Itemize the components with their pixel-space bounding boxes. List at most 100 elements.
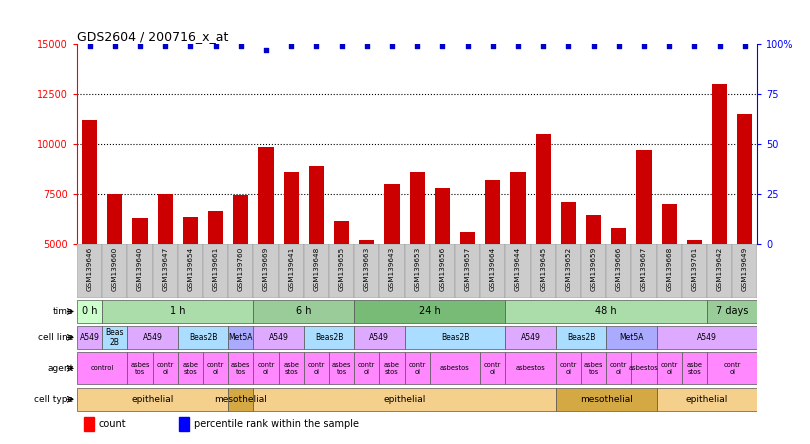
Bar bbox=[83, 417, 94, 431]
Bar bbox=[657, 326, 757, 349]
Bar bbox=[682, 244, 707, 298]
Bar bbox=[254, 244, 279, 298]
Bar bbox=[254, 353, 279, 385]
Bar bbox=[152, 353, 177, 385]
Text: asbe
stos: asbe stos bbox=[284, 362, 299, 375]
Bar bbox=[657, 388, 757, 411]
Bar bbox=[430, 353, 480, 385]
Bar bbox=[430, 244, 455, 298]
Bar bbox=[107, 194, 122, 344]
Bar bbox=[581, 244, 606, 298]
Point bbox=[184, 42, 197, 49]
Text: GSM139761: GSM139761 bbox=[692, 246, 697, 291]
Text: A549: A549 bbox=[79, 333, 100, 342]
Bar bbox=[586, 215, 601, 344]
Text: contr
ol: contr ol bbox=[723, 362, 741, 375]
Text: GSM139642: GSM139642 bbox=[717, 246, 723, 291]
Bar bbox=[177, 353, 203, 385]
Bar bbox=[404, 326, 505, 349]
Bar bbox=[404, 244, 430, 298]
Bar bbox=[556, 388, 657, 411]
Text: GSM139647: GSM139647 bbox=[162, 246, 168, 291]
Text: A549: A549 bbox=[521, 333, 540, 342]
Bar bbox=[556, 326, 606, 349]
Text: cell line: cell line bbox=[38, 333, 74, 342]
Text: Beas2B: Beas2B bbox=[567, 333, 595, 342]
Text: GSM139666: GSM139666 bbox=[616, 246, 622, 291]
Bar bbox=[631, 353, 657, 385]
Bar bbox=[531, 244, 556, 298]
Bar bbox=[183, 217, 198, 344]
Point bbox=[663, 42, 676, 49]
Bar bbox=[77, 244, 102, 298]
Text: asbestos: asbestos bbox=[629, 365, 659, 371]
Bar bbox=[707, 353, 757, 385]
Text: GSM139644: GSM139644 bbox=[515, 246, 521, 291]
Bar bbox=[228, 353, 254, 385]
Bar bbox=[687, 240, 702, 344]
Bar bbox=[712, 84, 727, 344]
Bar bbox=[233, 195, 249, 344]
Text: GSM139661: GSM139661 bbox=[212, 246, 219, 291]
Bar bbox=[158, 194, 173, 344]
Text: GSM139648: GSM139648 bbox=[313, 246, 319, 291]
Text: 48 h: 48 h bbox=[595, 306, 617, 317]
Bar bbox=[637, 150, 651, 344]
Bar bbox=[77, 353, 127, 385]
Bar bbox=[284, 172, 299, 344]
Bar bbox=[77, 300, 102, 323]
Bar bbox=[279, 244, 304, 298]
Text: contr
ol: contr ol bbox=[308, 362, 325, 375]
Bar bbox=[410, 172, 424, 344]
Bar bbox=[203, 244, 228, 298]
Bar bbox=[657, 353, 682, 385]
Text: count: count bbox=[99, 419, 126, 429]
Bar bbox=[179, 417, 190, 431]
Bar bbox=[254, 326, 304, 349]
Bar bbox=[102, 300, 254, 323]
Text: cell type: cell type bbox=[34, 395, 74, 404]
Text: contr
ol: contr ol bbox=[156, 362, 174, 375]
Point bbox=[411, 42, 424, 49]
Point bbox=[461, 42, 474, 49]
Text: 7 days: 7 days bbox=[716, 306, 748, 317]
Bar bbox=[460, 232, 475, 344]
Bar bbox=[228, 244, 254, 298]
Text: epithelial: epithelial bbox=[383, 395, 426, 404]
Bar bbox=[334, 221, 349, 344]
Text: Beas2B: Beas2B bbox=[315, 333, 343, 342]
Text: GSM139657: GSM139657 bbox=[465, 246, 471, 291]
Text: GSM139643: GSM139643 bbox=[389, 246, 395, 291]
Bar bbox=[505, 244, 531, 298]
Point bbox=[486, 42, 499, 49]
Text: A549: A549 bbox=[143, 333, 163, 342]
Text: asbes
tos: asbes tos bbox=[584, 362, 603, 375]
Bar bbox=[379, 353, 404, 385]
Text: contr
ol: contr ol bbox=[258, 362, 275, 375]
Text: contr
ol: contr ol bbox=[358, 362, 376, 375]
Text: epithelial: epithelial bbox=[686, 395, 728, 404]
Bar bbox=[304, 353, 329, 385]
Text: GSM139649: GSM139649 bbox=[742, 246, 748, 291]
Point bbox=[738, 42, 751, 49]
Text: GSM139760: GSM139760 bbox=[238, 246, 244, 291]
Bar bbox=[208, 211, 223, 344]
Bar bbox=[505, 326, 556, 349]
Bar bbox=[606, 353, 631, 385]
Bar bbox=[354, 353, 379, 385]
Text: GSM139646: GSM139646 bbox=[87, 246, 92, 291]
Text: GSM139655: GSM139655 bbox=[339, 246, 344, 291]
Bar bbox=[132, 218, 147, 344]
Text: 0 h: 0 h bbox=[82, 306, 97, 317]
Text: GSM139659: GSM139659 bbox=[590, 246, 596, 291]
Bar bbox=[102, 326, 127, 349]
Text: GSM139641: GSM139641 bbox=[288, 246, 294, 291]
Bar bbox=[485, 180, 501, 344]
Bar bbox=[77, 326, 102, 349]
Bar bbox=[662, 204, 676, 344]
Text: asbe
stos: asbe stos bbox=[686, 362, 702, 375]
Point bbox=[335, 42, 348, 49]
Bar bbox=[309, 166, 324, 344]
Text: contr
ol: contr ol bbox=[408, 362, 426, 375]
Bar bbox=[510, 172, 526, 344]
